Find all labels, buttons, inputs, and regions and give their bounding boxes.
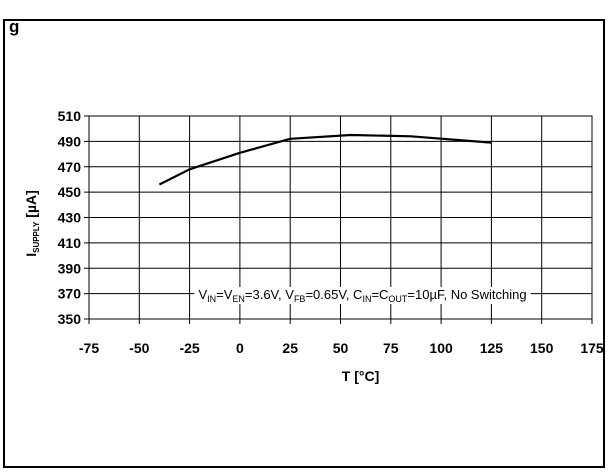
- x-tick-label: 25: [282, 340, 298, 356]
- y-tick-label: 450: [58, 184, 82, 200]
- annotation: VIN=VEN=3.6V, VFB=0.65V, CIN=COUT=10µF, …: [198, 287, 526, 304]
- x-tick-label: 125: [480, 340, 504, 356]
- x-tick-label: 175: [580, 340, 604, 356]
- x-tick-label: -75: [79, 340, 99, 356]
- y-tick-label: 470: [58, 159, 82, 175]
- x-tick-label: 75: [383, 340, 399, 356]
- series: [158, 133, 492, 186]
- ticks: -75 -50 -25 0 25 50 75 100 125 150 175 350 370 390 410…: [58, 108, 604, 356]
- x-tick-label: 150: [530, 340, 554, 356]
- series-line: [158, 133, 492, 186]
- x-tick-label: -25: [179, 340, 199, 356]
- x-tick-label: 0: [236, 340, 244, 356]
- y-tick-label: 510: [58, 108, 82, 124]
- y-tick-label: 490: [58, 133, 82, 149]
- y-tick-label: 370: [58, 286, 82, 302]
- figure-caption: g: [9, 17, 20, 36]
- y-tick-label: 350: [58, 311, 82, 327]
- x-tick-label: 100: [429, 340, 453, 356]
- x-tick-label: -50: [129, 340, 149, 356]
- figure-frame: g: [3, 17, 605, 468]
- y-tick-label: 410: [58, 235, 82, 251]
- annotation-background: [194, 287, 531, 304]
- y-tick-label: 430: [58, 210, 82, 226]
- x-tick-label: 50: [333, 340, 349, 356]
- y-axis-title: ISUPPLY [µA]: [23, 190, 41, 257]
- y-tick-label: 390: [58, 260, 82, 276]
- x-axis-title: T [°C]: [342, 368, 379, 384]
